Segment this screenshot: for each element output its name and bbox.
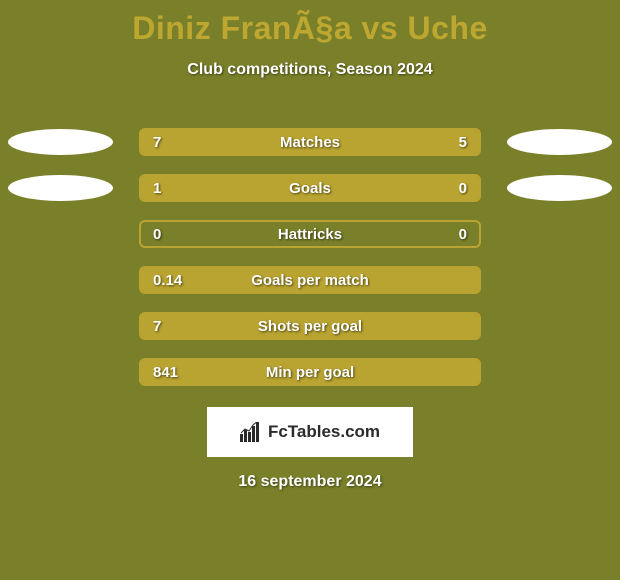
stat-bar: 7Shots per goal <box>139 312 481 340</box>
player-avatar-right <box>507 175 612 201</box>
stat-value-left: 0.14 <box>153 272 182 289</box>
stats-container: 7Matches51Goals00Hattricks00.14Goals per… <box>0 119 620 395</box>
brand-text: FcTables.com <box>268 422 380 442</box>
page-root: Diniz FranÃ§a vs Uche Club competitions,… <box>0 0 620 580</box>
stat-bar: 841Min per goal <box>139 358 481 386</box>
page-subtitle: Club competitions, Season 2024 <box>0 61 620 79</box>
stat-value-left: 7 <box>153 318 161 335</box>
page-title: Diniz FranÃ§a vs Uche <box>0 0 620 47</box>
stat-bar-left-fill <box>141 360 479 384</box>
stat-row: 0Hattricks0 <box>0 211 620 257</box>
stat-row: 7Matches5 <box>0 119 620 165</box>
stat-bar-left-fill <box>141 314 479 338</box>
stat-bar: 7Matches5 <box>139 128 481 156</box>
stat-bar-right-fill <box>405 176 479 200</box>
stat-value-left: 0 <box>153 226 161 243</box>
stat-value-right: 0 <box>459 226 467 243</box>
footer-date: 16 september 2024 <box>0 473 620 491</box>
stat-bar: 1Goals0 <box>139 174 481 202</box>
brand-box: FcTables.com <box>207 407 413 457</box>
stat-row: 0.14Goals per match <box>0 257 620 303</box>
player-avatar-left <box>8 175 113 201</box>
bar-chart-icon <box>240 422 262 442</box>
stat-bar-left-fill <box>141 268 479 292</box>
stat-value-right: 0 <box>459 180 467 197</box>
stat-value-left: 841 <box>153 364 178 381</box>
player-avatar-left <box>8 129 113 155</box>
stat-row: 7Shots per goal <box>0 303 620 349</box>
stat-bar-left-fill <box>141 130 338 154</box>
stat-value-left: 7 <box>153 134 161 151</box>
stat-label: Hattricks <box>141 226 479 243</box>
stat-row: 1Goals0 <box>0 165 620 211</box>
stat-value-left: 1 <box>153 180 161 197</box>
player-avatar-right <box>507 129 612 155</box>
stat-value-right: 5 <box>459 134 467 151</box>
stat-bar-left-fill <box>141 176 405 200</box>
stat-bar: 0Hattricks0 <box>139 220 481 248</box>
stat-row: 841Min per goal <box>0 349 620 395</box>
stat-bar: 0.14Goals per match <box>139 266 481 294</box>
